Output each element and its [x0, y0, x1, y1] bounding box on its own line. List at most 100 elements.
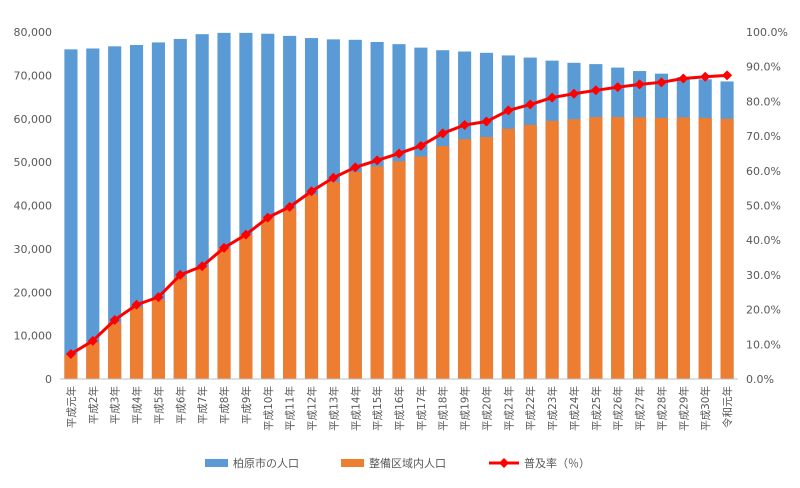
point-rate: [590, 85, 601, 96]
point-rate: [175, 269, 186, 280]
plot-bars: [64, 32, 734, 380]
x-tick-label: 平成24年: [568, 386, 581, 431]
bar-served-population: [108, 322, 122, 379]
x-tick-label: 平成10年: [262, 386, 275, 431]
right-tick-label: 70.0%: [746, 130, 781, 143]
point-rate: [219, 242, 230, 253]
x-tick-label: 平成29年: [677, 386, 690, 431]
bar-served-population: [173, 277, 187, 379]
x-tick-label: 平成3年: [109, 386, 122, 424]
bar-population: [129, 45, 144, 379]
point-rate: [131, 299, 142, 310]
x-tick-label: 平成9年: [240, 386, 253, 424]
point-rate: [415, 140, 426, 151]
point-rate: [394, 148, 404, 159]
bar-served-population: [195, 267, 209, 379]
x-axis-ticks: 平成元年 平成2年 平成3年 平成4年 平成5年 平成6年 平成7年 平成8年 平成9年 平成10…: [65, 386, 734, 431]
point-rate: [65, 349, 76, 360]
x-tick-label: 平成17年: [415, 386, 428, 431]
point-rate: [306, 186, 317, 197]
point-rate: [547, 92, 558, 103]
bar-served-population: [414, 156, 428, 379]
bar-served-population: [151, 299, 165, 379]
bar-served-population: [567, 119, 581, 379]
x-tick-label: 平成11年: [284, 386, 297, 431]
left-tick-label: 0: [45, 373, 52, 386]
line-series: [65, 70, 733, 360]
legend-label-population: 柏原市の人口: [233, 456, 299, 470]
x-tick-label: 平成13年: [327, 386, 340, 431]
left-tick-label: 20,000: [14, 286, 53, 299]
bar-served-population: [348, 172, 362, 379]
bar-served-population: [261, 218, 275, 379]
point-rate: [634, 79, 645, 90]
x-tick-label: 平成20年: [480, 386, 493, 431]
x-tick-label: 平成12年: [306, 386, 319, 431]
right-tick-label: 50.0%: [746, 200, 781, 213]
point-rate: [350, 162, 361, 173]
left-tick-label: 70,000: [14, 69, 53, 82]
x-tick-label: 平成21年: [502, 386, 515, 431]
x-tick-label: 平成6年: [174, 386, 187, 424]
bar-served-population: [392, 161, 406, 379]
point-rate: [459, 119, 470, 130]
point-rate: [328, 172, 339, 183]
bar-served-population: [545, 120, 559, 379]
legend-label-rate: 普及率（％）: [524, 456, 590, 470]
point-rate: [437, 128, 448, 139]
x-tick-label: 平成16年: [393, 386, 406, 431]
left-tick-label: 40,000: [14, 200, 53, 213]
right-axis-ticks: 0.0% 10.0% 20.0% 30.0% 40.0% 50.0% 60.0% 70.0% 8…: [746, 26, 788, 386]
right-tick-label: 0.0%: [746, 373, 774, 386]
right-tick-label: 20.0%: [746, 304, 781, 317]
left-tick-label: 30,000: [14, 243, 53, 256]
right-tick-label: 80.0%: [746, 95, 781, 108]
x-tick-label: 平成14年: [349, 386, 362, 431]
x-tick-label: 平成18年: [437, 386, 450, 431]
point-rate: [568, 88, 579, 99]
x-tick-label: 平成2年: [87, 386, 100, 424]
legend-marker-rate: [499, 458, 509, 468]
x-tick-label: 令和元年: [721, 386, 734, 428]
bar-served-population: [283, 208, 297, 379]
legend-swatch-population: [205, 459, 228, 467]
legend-label-served: 整備区域内人口: [369, 456, 446, 470]
x-tick-label: 平成15年: [371, 386, 384, 431]
left-axis-ticks: 0 10,000 20,000 30,000 40,000 50,000 60,000 70,…: [14, 26, 53, 386]
x-tick-label: 平成27年: [634, 386, 647, 431]
legend-swatch-served: [341, 459, 364, 467]
x-tick-label: 平成4年: [131, 386, 144, 424]
x-tick-label: 平成26年: [612, 386, 625, 431]
point-rate: [656, 77, 667, 88]
bar-served-population: [654, 117, 669, 379]
x-tick-label: 平成28年: [655, 386, 668, 431]
x-tick-label: 平成7年: [196, 386, 209, 424]
point-rate: [612, 82, 623, 93]
point-rate: [525, 99, 536, 110]
bar-population: [86, 48, 100, 380]
point-rate: [678, 73, 689, 84]
bar-served-population: [720, 118, 734, 379]
right-tick-label: 30.0%: [746, 269, 781, 282]
point-rate: [109, 315, 120, 326]
x-tick-label: 平成8年: [218, 386, 231, 424]
bar-served-population: [611, 117, 625, 379]
x-tick-label: 平成19年: [459, 386, 472, 431]
point-rate: [722, 70, 733, 81]
bar-served-population: [458, 139, 472, 379]
point-rate: [372, 155, 383, 166]
bar-served-population: [633, 117, 647, 379]
x-tick-label: 平成23年: [546, 386, 559, 431]
bar-served-population: [326, 182, 340, 379]
bar-served-population: [501, 128, 515, 379]
point-rate: [481, 116, 492, 127]
x-tick-label: 平成25年: [590, 386, 603, 431]
bar-population: [108, 46, 122, 379]
right-tick-label: 60.0%: [746, 165, 781, 178]
right-tick-label: 100.0%: [746, 26, 788, 39]
bar-served-population: [698, 117, 712, 379]
x-tick-label: 平成30年: [699, 386, 712, 431]
left-tick-label: 10,000: [14, 330, 53, 343]
point-rate: [240, 229, 251, 240]
x-tick-label: 平成22年: [524, 386, 537, 431]
